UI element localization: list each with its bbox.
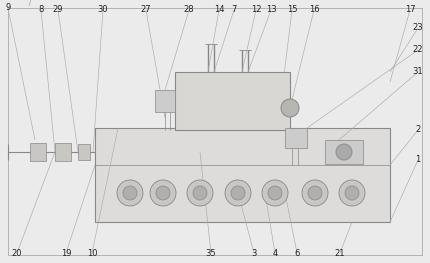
Text: 21: 21 bbox=[335, 249, 345, 257]
Text: 28: 28 bbox=[184, 6, 194, 14]
Text: 29: 29 bbox=[53, 6, 63, 14]
Circle shape bbox=[339, 180, 365, 206]
Circle shape bbox=[123, 186, 137, 200]
Text: 35: 35 bbox=[206, 249, 216, 257]
Text: 6: 6 bbox=[294, 249, 300, 257]
Text: 4: 4 bbox=[272, 249, 278, 257]
Bar bbox=[175, 72, 290, 130]
Text: 19: 19 bbox=[61, 249, 71, 257]
Circle shape bbox=[281, 99, 299, 117]
Text: 13: 13 bbox=[266, 6, 276, 14]
Circle shape bbox=[308, 186, 322, 200]
Text: 2: 2 bbox=[415, 125, 421, 134]
Circle shape bbox=[225, 180, 251, 206]
Circle shape bbox=[302, 180, 328, 206]
Circle shape bbox=[345, 186, 359, 200]
Circle shape bbox=[262, 180, 288, 206]
Text: 22: 22 bbox=[413, 45, 423, 54]
Text: 31: 31 bbox=[413, 68, 423, 77]
Text: 23: 23 bbox=[413, 23, 423, 33]
Bar bbox=[325, 140, 363, 164]
Circle shape bbox=[187, 180, 213, 206]
Text: 9: 9 bbox=[5, 3, 11, 13]
Text: 10: 10 bbox=[87, 249, 97, 257]
Text: 16: 16 bbox=[309, 6, 319, 14]
Circle shape bbox=[231, 186, 245, 200]
Bar bbox=[55, 143, 71, 161]
Bar bbox=[285, 128, 307, 148]
Text: 1: 1 bbox=[415, 155, 421, 164]
Circle shape bbox=[156, 186, 170, 200]
Circle shape bbox=[193, 186, 207, 200]
Text: 7: 7 bbox=[231, 6, 236, 14]
Bar bbox=[95, 128, 390, 222]
Circle shape bbox=[268, 186, 282, 200]
Text: 17: 17 bbox=[405, 6, 415, 14]
Text: 20: 20 bbox=[12, 249, 22, 257]
Text: 3: 3 bbox=[251, 249, 257, 257]
Bar bbox=[30, 143, 46, 161]
Bar bbox=[155, 90, 175, 112]
Text: 27: 27 bbox=[141, 6, 151, 14]
Circle shape bbox=[336, 144, 352, 160]
Circle shape bbox=[150, 180, 176, 206]
Text: 30: 30 bbox=[98, 6, 108, 14]
Text: 12: 12 bbox=[251, 6, 261, 14]
Circle shape bbox=[117, 180, 143, 206]
Text: 14: 14 bbox=[214, 6, 224, 14]
Text: 8: 8 bbox=[38, 6, 44, 14]
Text: 15: 15 bbox=[287, 6, 297, 14]
Bar bbox=[78, 144, 90, 160]
